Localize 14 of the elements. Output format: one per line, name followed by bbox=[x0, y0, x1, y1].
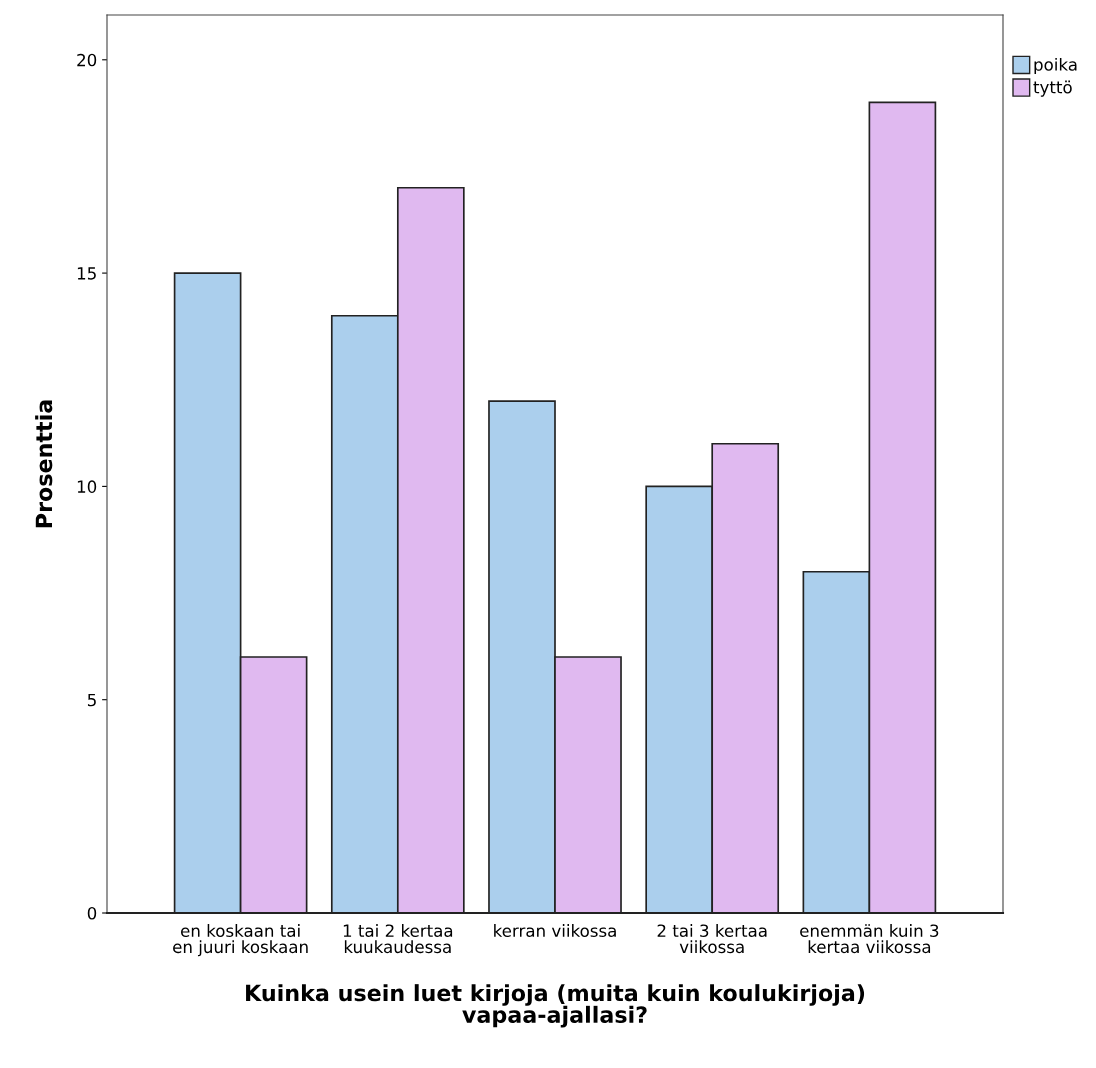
legend-label: tyttö bbox=[1033, 80, 1072, 97]
legend-label: poika bbox=[1034, 57, 1077, 75]
y-tick-label: 15 bbox=[77, 267, 96, 280]
x-tick-label: 1 tai 2 kertaa kuukaudessa bbox=[343, 924, 453, 954]
y-tick-label: 0 bbox=[87, 906, 97, 920]
x-tick-label: en koskaan tai en juuri koskaan bbox=[173, 924, 308, 957]
y-axis-title: Prosenttia bbox=[35, 400, 53, 528]
y-tick-label: 10 bbox=[77, 480, 97, 493]
x-tick-label: kerran viikossa bbox=[494, 924, 616, 938]
x-axis-title: Kuinka usein luet kirjoja (muita kuin koulukirjoja) vapaa-ajallasi? bbox=[246, 984, 865, 1028]
x-tick-label: 2 tai 3 kertaa viikossa bbox=[657, 924, 767, 954]
y-tick-label: 20 bbox=[77, 53, 97, 67]
x-tick-label: enemmän kuin 3 kertaa viikossa bbox=[800, 924, 939, 954]
y-tick-label: 5 bbox=[87, 693, 96, 707]
